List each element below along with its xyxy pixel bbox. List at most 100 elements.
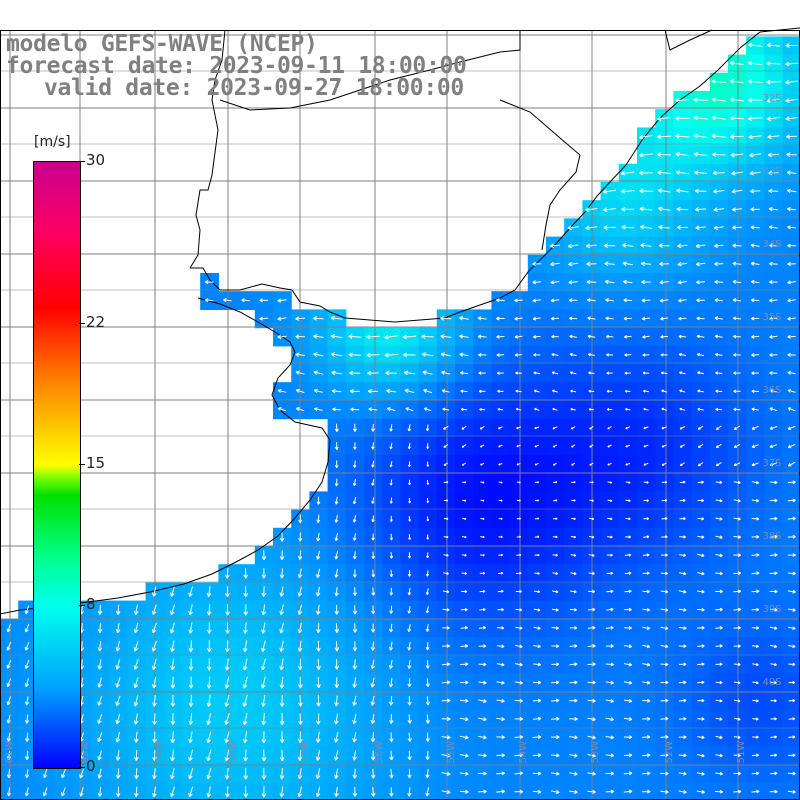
wind-arrow [297, 786, 303, 798]
wind-arrow [170, 713, 176, 725]
wind-arrow [460, 662, 469, 667]
wind-arrow [750, 279, 760, 284]
wind-arrow [552, 553, 558, 557]
wind-arrow [514, 789, 524, 794]
wind-arrow [243, 749, 248, 762]
wind-arrow [206, 640, 212, 653]
wind-arrow [605, 334, 614, 339]
wind-arrow [659, 280, 669, 285]
wind-arrow [715, 717, 723, 721]
wind-arrow [514, 734, 524, 740]
wind-arrow [733, 626, 741, 630]
wind-arrow [715, 625, 723, 630]
wind-arrow [679, 553, 687, 557]
wind-arrow [639, 188, 653, 194]
wind-arrow [535, 499, 539, 502]
wind-arrow [751, 316, 760, 321]
wind-arrow [443, 499, 449, 502]
wind-arrow [97, 714, 103, 724]
wind-arrow [498, 444, 503, 448]
wind-arrow [715, 771, 723, 776]
wind-arrow [552, 426, 558, 430]
wind-arrow [206, 731, 212, 744]
wind-arrow [279, 604, 284, 616]
wind-arrow [371, 479, 375, 486]
wind-arrow [571, 444, 576, 448]
colorbar-tick [79, 161, 85, 162]
wind-arrow [769, 261, 778, 266]
wind-arrow [587, 644, 596, 648]
wind-arrow [352, 750, 358, 761]
wind-arrow [769, 407, 778, 412]
wind-arrow [568, 298, 578, 303]
wind-arrow [660, 662, 669, 667]
wind-arrow [243, 586, 249, 597]
wind-arrow [551, 353, 559, 357]
wind-arrow [661, 426, 667, 430]
wind-arrow [750, 261, 760, 266]
wind-arrow [242, 658, 248, 671]
wind-arrow [642, 626, 651, 630]
wind-arrow [514, 298, 523, 303]
wind-arrow [551, 644, 560, 649]
wind-arrow [696, 771, 705, 776]
wind-arrow [715, 499, 723, 503]
wind-arrow [206, 586, 212, 598]
wind-arrow [408, 534, 412, 540]
colorbar-tick [79, 464, 85, 465]
wind-arrow [788, 680, 796, 685]
wind-arrow [224, 731, 230, 744]
wind-arrow [133, 731, 139, 743]
wind-arrow [442, 590, 450, 594]
wind-arrow [642, 771, 651, 776]
wind-arrow [605, 662, 614, 667]
wind-arrow [588, 571, 595, 575]
wind-arrow [642, 607, 650, 612]
wind-arrow [568, 261, 579, 267]
wind-arrow [371, 460, 375, 468]
wind-arrow [569, 698, 578, 703]
wind-arrow [713, 225, 724, 230]
wind-arrow [385, 370, 398, 376]
wind-arrow [715, 443, 722, 449]
wind-arrow [697, 371, 705, 375]
wind-arrow [498, 481, 503, 484]
wind-arrow [643, 481, 649, 484]
wind-arrow [624, 662, 633, 667]
wind-arrow [334, 731, 339, 743]
wind-arrow [642, 698, 651, 703]
wind-arrow [787, 207, 797, 212]
wind-arrow [421, 352, 434, 357]
wind-arrow [751, 644, 759, 648]
wind-arrow [607, 535, 613, 539]
wind-arrow [315, 731, 321, 743]
wind-arrow [643, 517, 650, 521]
wind-arrow [352, 732, 357, 743]
wind-arrow [352, 587, 358, 596]
wind-arrow [713, 188, 725, 194]
wind-arrow [115, 786, 121, 797]
wind-arrow [461, 589, 468, 594]
wind-arrow [478, 389, 486, 393]
wind-arrow [206, 712, 212, 726]
wind-arrow [188, 694, 194, 707]
wind-arrow [459, 698, 469, 703]
colorbar-tick-label: 22 [86, 312, 106, 331]
wind-arrow [407, 678, 412, 688]
wind-arrow [315, 786, 321, 797]
wind-arrow [316, 695, 321, 707]
wind-arrow [768, 225, 778, 230]
wind-arrow [389, 750, 394, 761]
wind-arrow [170, 676, 176, 689]
wind-arrow [734, 699, 741, 703]
wind-arrow [370, 732, 376, 743]
wind-arrow [115, 640, 121, 652]
colorbar-tick-label: 30 [86, 151, 106, 169]
wind-arrow [370, 695, 375, 706]
wind-arrow [625, 426, 631, 430]
wind-arrow [370, 768, 376, 779]
wind-arrow [170, 749, 175, 762]
wind-arrow [352, 533, 357, 541]
wind-arrow [606, 607, 614, 612]
wind-arrow [261, 731, 267, 744]
